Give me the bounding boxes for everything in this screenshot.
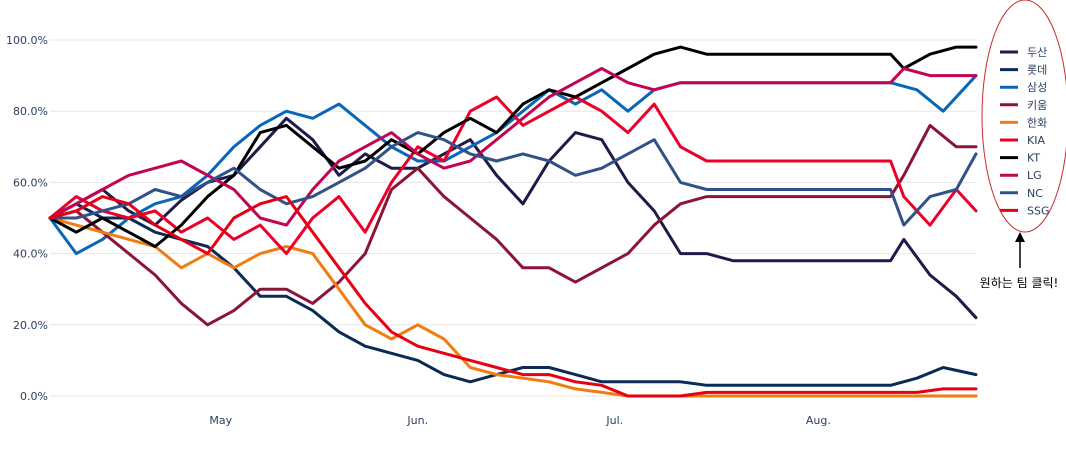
legend-item[interactable]: KT [1000, 152, 1040, 165]
grid-lines [50, 39, 976, 397]
series-line-8 [48, 131, 978, 227]
y-tick-label: 20.0% [13, 319, 48, 332]
series-line-6 [48, 45, 978, 248]
x-axis-ticks: May Jun. Jul. Aug. [209, 414, 830, 427]
legend-item[interactable]: 삼성 [1000, 81, 1047, 94]
legend-highlight-ellipse [981, 0, 1066, 233]
legend-item[interactable]: KIA [1000, 134, 1045, 147]
y-axis-ticks: 100.0% 80.0% 60.0% 40.0% 20.0% 0.0% [6, 34, 48, 403]
x-tick-label: Jul. [605, 414, 623, 427]
legend-label: 삼성 [1027, 81, 1047, 94]
series-line-9 [48, 195, 978, 398]
y-tick-label: 80.0% [13, 105, 48, 118]
legend-label: KT [1027, 152, 1040, 165]
series-lines [48, 45, 978, 398]
legend-label: 키움 [1027, 99, 1047, 112]
legend-item[interactable]: 두산 [1000, 46, 1047, 59]
legend-item[interactable]: 한화 [1000, 116, 1047, 129]
legend-label: 롯데 [1027, 64, 1047, 77]
legend-item[interactable]: SSG [1000, 204, 1050, 217]
x-tick-label: Jun. [406, 414, 428, 427]
legend-label: SSG [1027, 204, 1050, 217]
legend-item[interactable]: 키움 [1000, 99, 1047, 112]
legend-item[interactable]: NC [1000, 187, 1043, 200]
annotation-text: 원하는 팀 클릭! [980, 276, 1059, 290]
legend-item[interactable]: LG [1000, 169, 1042, 182]
annotation: 원하는 팀 클릭! [980, 0, 1066, 290]
y-tick-label: 60.0% [13, 176, 48, 189]
series-line-4 [48, 216, 978, 398]
legend-label: 한화 [1027, 116, 1047, 129]
legend-label: 두산 [1027, 46, 1047, 59]
series-line-7 [48, 67, 978, 227]
legend-label: KIA [1027, 134, 1045, 147]
x-tick-label: Aug. [806, 414, 831, 427]
legend-label: NC [1027, 187, 1043, 200]
series-line-5 [48, 95, 978, 256]
legend-label: LG [1027, 169, 1042, 182]
legend-item[interactable]: 롯데 [1000, 64, 1047, 77]
y-tick-label: 0.0% [20, 390, 48, 403]
annotation-arrowhead-icon [1015, 232, 1025, 242]
y-tick-label: 100.0% [6, 34, 48, 47]
x-tick-label: May [209, 414, 232, 427]
series-line-3 [48, 123, 978, 327]
y-tick-label: 40.0% [13, 248, 48, 261]
series-line-1 [48, 202, 978, 387]
